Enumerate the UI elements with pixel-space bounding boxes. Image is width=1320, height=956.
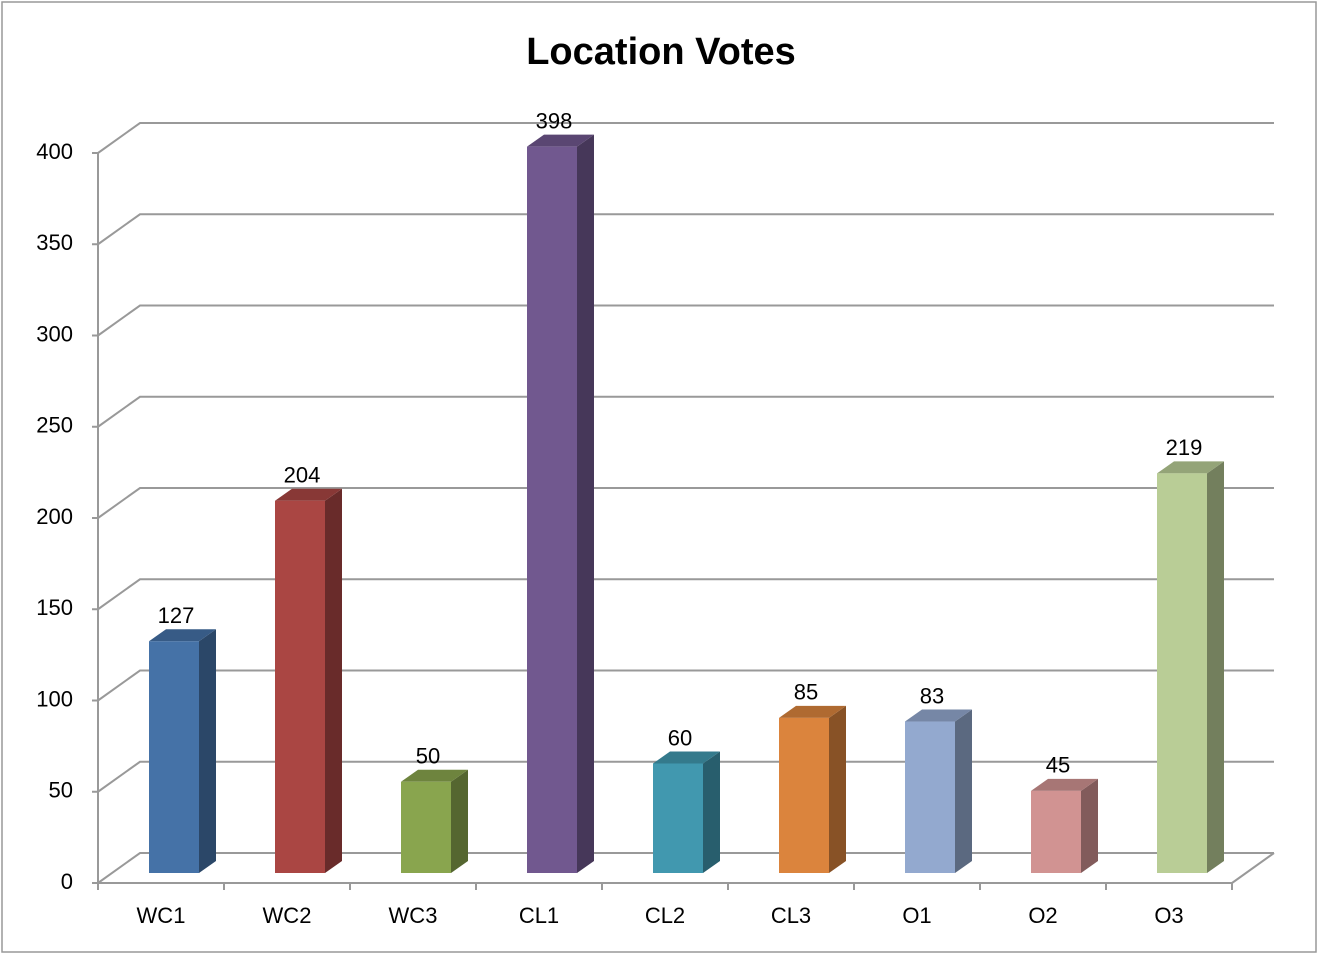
bar-side — [829, 705, 846, 873]
x-tick-label: WC3 — [389, 903, 438, 928]
bar — [527, 146, 577, 873]
x-tick-label: CL2 — [645, 903, 685, 928]
data-label: 45 — [1046, 753, 1070, 778]
bar-top — [653, 751, 720, 764]
bar-side — [451, 769, 468, 873]
bar-top — [779, 705, 846, 718]
x-tick-label: O2 — [1028, 903, 1057, 928]
x-tick-label: WC1 — [137, 903, 186, 928]
x-tick-label: WC2 — [263, 903, 312, 928]
data-label: 127 — [158, 603, 195, 628]
bar — [149, 641, 199, 873]
x-tick-label: O3 — [1154, 903, 1183, 928]
bar-top — [527, 134, 594, 147]
x-tick-label: CL3 — [771, 903, 811, 928]
bar — [1157, 473, 1207, 873]
y-tick-label: 400 — [36, 139, 73, 164]
chart-title: Location Votes — [526, 31, 796, 73]
bar-top — [401, 769, 468, 782]
data-label: 398 — [536, 108, 573, 133]
grid-line — [97, 213, 1274, 246]
bar-side — [703, 751, 720, 873]
grid-line — [97, 578, 1274, 611]
y-tick-label: 50 — [49, 778, 73, 803]
bar-top — [1031, 778, 1098, 791]
bar-side — [1207, 461, 1224, 873]
bar — [779, 717, 829, 873]
y-tick-label: 250 — [36, 413, 73, 438]
bar — [905, 721, 955, 873]
grid-line — [97, 852, 1274, 884]
bar-side — [577, 134, 594, 873]
bar-top — [905, 709, 972, 722]
y-tick-label: 350 — [36, 230, 73, 255]
bar — [401, 781, 451, 873]
data-label: 60 — [668, 725, 692, 750]
floor-edge — [1231, 852, 1275, 884]
grid-line — [97, 304, 1274, 337]
y-tick-label: 0 — [61, 869, 73, 894]
grid-line — [97, 395, 1274, 428]
bar-side — [955, 709, 972, 873]
bar-side — [1081, 778, 1098, 873]
data-label: 50 — [416, 744, 440, 769]
bar-side — [325, 488, 342, 873]
y-tick-label: 300 — [36, 321, 73, 346]
data-label: 219 — [1166, 435, 1203, 460]
grid-line — [97, 122, 1274, 154]
bar — [275, 500, 325, 873]
grid-line — [97, 487, 1274, 519]
grid-line — [97, 669, 1274, 702]
x-tick-label: CL1 — [519, 903, 559, 928]
bar-top — [149, 629, 216, 642]
y-tick-label: 200 — [36, 504, 73, 529]
bar-side — [199, 629, 216, 873]
grid-line — [97, 760, 1274, 793]
data-label: 204 — [284, 463, 321, 488]
bar-top — [275, 488, 342, 501]
bar — [1031, 790, 1081, 873]
data-label: 83 — [920, 683, 944, 708]
x-tick-label: O1 — [902, 903, 931, 928]
bar — [653, 763, 703, 873]
y-tick-label: 100 — [36, 686, 73, 711]
bar-top — [1157, 461, 1224, 474]
y-tick-label: 150 — [36, 595, 73, 620]
data-label: 85 — [794, 680, 818, 705]
